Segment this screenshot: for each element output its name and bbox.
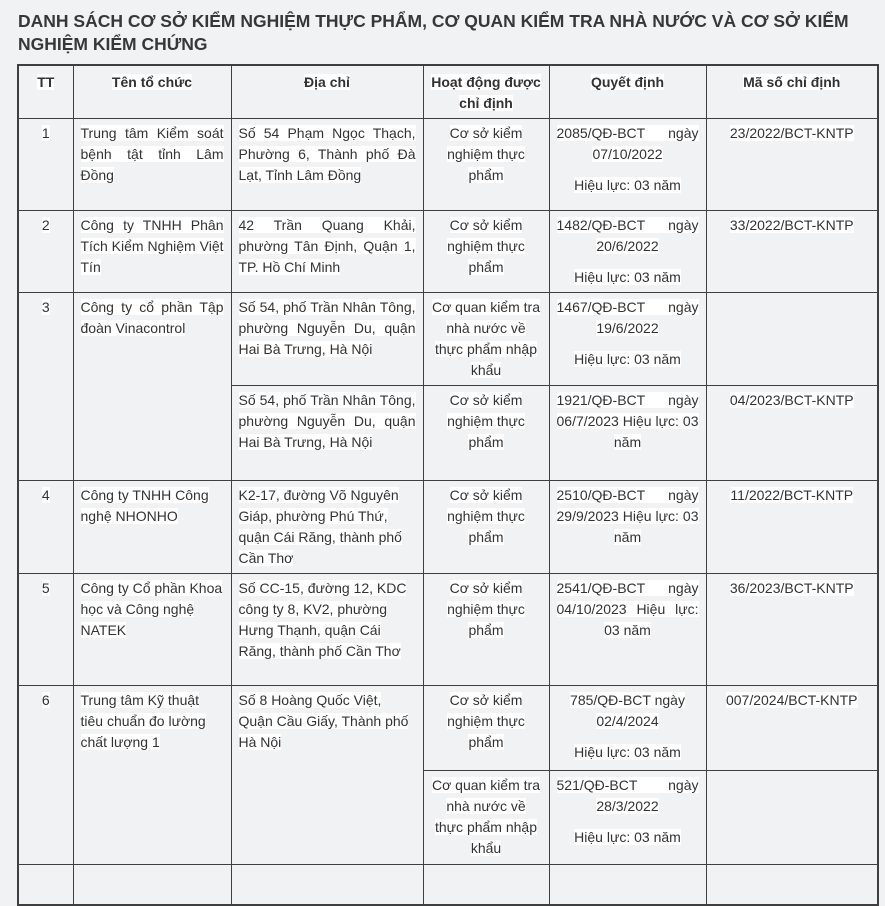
table-row: 4 Công ty TNHH Công nghệ NHONHO K2-17, đ… [17,480,879,574]
cell-code [705,770,879,865]
table-row: Số 54, phố Trần Nhân Tông, phường Nguyễn… [18,385,879,481]
header-activity: Hoạt động được chỉ định [422,64,550,119]
cell-code: 04/2023/BCT-KNTP [705,385,879,481]
cell-address: Số 54, phố Trần Nhân Tông, phường Nguyễn… [230,385,424,481]
cell-code: 23/2022/BCT-KNTP [705,118,879,211]
header-organization: Tên tổ chức [72,64,232,119]
header-decision: Quyết định [548,64,707,119]
header-tt: TT [17,64,74,119]
cell-organization [72,864,232,905]
cell-code [705,864,879,905]
cell-code: 36/2023/BCT-KNTP [705,573,879,686]
cell-decision: 1482/QĐ-BCT ngày 20/6/2022 Hiệu lực: 03 … [548,210,707,293]
cell-decision: 785/QĐ-BCT ngày 02/4/2024 Hiệu lực: 03 n… [548,685,707,771]
cell-organization: Công ty TNHH Phân Tích Kiểm Nghiệm Việt … [72,210,232,293]
cell-address [230,864,424,905]
cell-code: 11/2022/BCT-KNTP [705,480,879,574]
table-row: 2 Công ty TNHH Phân Tích Kiểm Nghiệm Việ… [17,210,879,293]
facility-table: TT Tên tổ chức Địa chỉ Hoạt động được ch… [17,64,879,906]
table-header-row: TT Tên tổ chức Địa chỉ Hoạt động được ch… [17,64,879,119]
header-code: Mã số chỉ định [705,64,879,119]
cell-organization: Công ty TNHH Công nghệ NHONHO [72,480,232,574]
cell-activity: Cơ quan kiểm tra nhà nước về thực phẩm n… [422,770,550,865]
cell-address: Số 54 Phạm Ngọc Thạch, Phường 6, Thành p… [230,118,424,211]
cell-tt: 1 [17,118,74,211]
cell-tt: 4 [17,480,74,574]
cell-activity: Cơ sở kiểm nghiệm thực phẩm [422,385,550,481]
cell-activity: Cơ quan kiểm tra nhà nước về thực phẩm n… [422,292,550,386]
table-row: 3 Công ty cổ phần Tập đoàn Vinacontrol S… [17,292,879,481]
cell-activity: Cơ sở kiểm nghiệm thực phẩm [422,118,550,211]
cell-activity [422,864,550,905]
cell-tt: 3 [17,292,74,481]
table-row: 1 Trung tâm Kiểm soát bệnh tật tỉnh Lâm … [17,118,879,211]
table-row: Cơ quan kiểm tra nhà nước về thực phẩm n… [18,770,879,865]
cell-decision: 1467/QĐ-BCT ngày 19/6/2022 Hiệu lực: 03 … [548,292,707,386]
cell-decision: 1921/QĐ-BCT ngày 06/7/2023 Hiệu lực: 03 … [548,385,707,481]
cell-decision: 521/QĐ-BCT ngày 28/3/2022 Hiệu lực: 03 n… [548,770,707,865]
cell-organization: Công ty Cổ phần Khoa học và Công nghệ NA… [72,573,232,686]
header-address: Địa chỉ [230,64,424,119]
table-row: 5 Công ty Cổ phần Khoa học và Công nghệ … [17,573,879,686]
page-title: DANH SÁCH CƠ SỞ KIỂM NGHIỆM THỰC PHẨM, C… [18,11,849,54]
cell-code: 007/2024/BCT-KNTP [705,685,879,771]
cell-activity: Cơ sở kiểm nghiệm thực phẩm [422,685,550,771]
cell-tt: 6 [17,685,74,865]
cell-tt [17,864,74,905]
cell-activity: Cơ sở kiểm nghiệm thực phẩm [422,480,550,574]
cell-address: K2-17, đường Võ Nguyên Giáp, phường Phú … [230,480,424,574]
cell-decision: 2085/QĐ-BCT ngày 07/10/2022 Hiệu lực: 03… [548,118,707,211]
cell-organization: Trung tâm Kiểm soát bệnh tật tỉnh Lâm Đồ… [72,118,232,211]
cell-decision: 2541/QĐ-BCT ngày 04/10/2023 Hiệu lực: 03… [548,573,707,686]
cell-organization: Trung tâm Kỹ thuật tiêu chuẩn đo lường c… [72,685,232,865]
cell-activity: Cơ sở kiểm nghiệm thực phẩm [422,210,550,293]
cell-address: Số 54, phố Trần Nhân Tông, phường Nguyễn… [230,292,424,386]
cell-organization: Công ty cổ phần Tập đoàn Vinacontrol [72,292,232,481]
cell-decision: 2510/QĐ-BCT ngày 29/9/2023 Hiệu lực: 03 … [548,480,707,574]
cell-address: Số CC-15, đường 12, KDC công ty 8, KV2, … [230,573,424,686]
cell-decision [548,864,707,905]
cell-code: 33/2022/BCT-KNTP [705,210,879,293]
table-row-partial [17,864,879,905]
cell-code [705,292,879,386]
cell-tt: 5 [17,573,74,686]
cell-activity: Cơ sở kiểm nghiệm thực phẩm [422,573,550,686]
cell-address: 42 Trần Quang Khải, phường Tân Định, Quậ… [230,210,424,293]
cell-tt: 2 [17,210,74,293]
cell-address: Số 8 Hoàng Quốc Việt, Quận Cầu Giấy, Thà… [230,685,424,865]
table-row: 6 Trung tâm Kỹ thuật tiêu chuẩn đo lường… [17,685,879,865]
